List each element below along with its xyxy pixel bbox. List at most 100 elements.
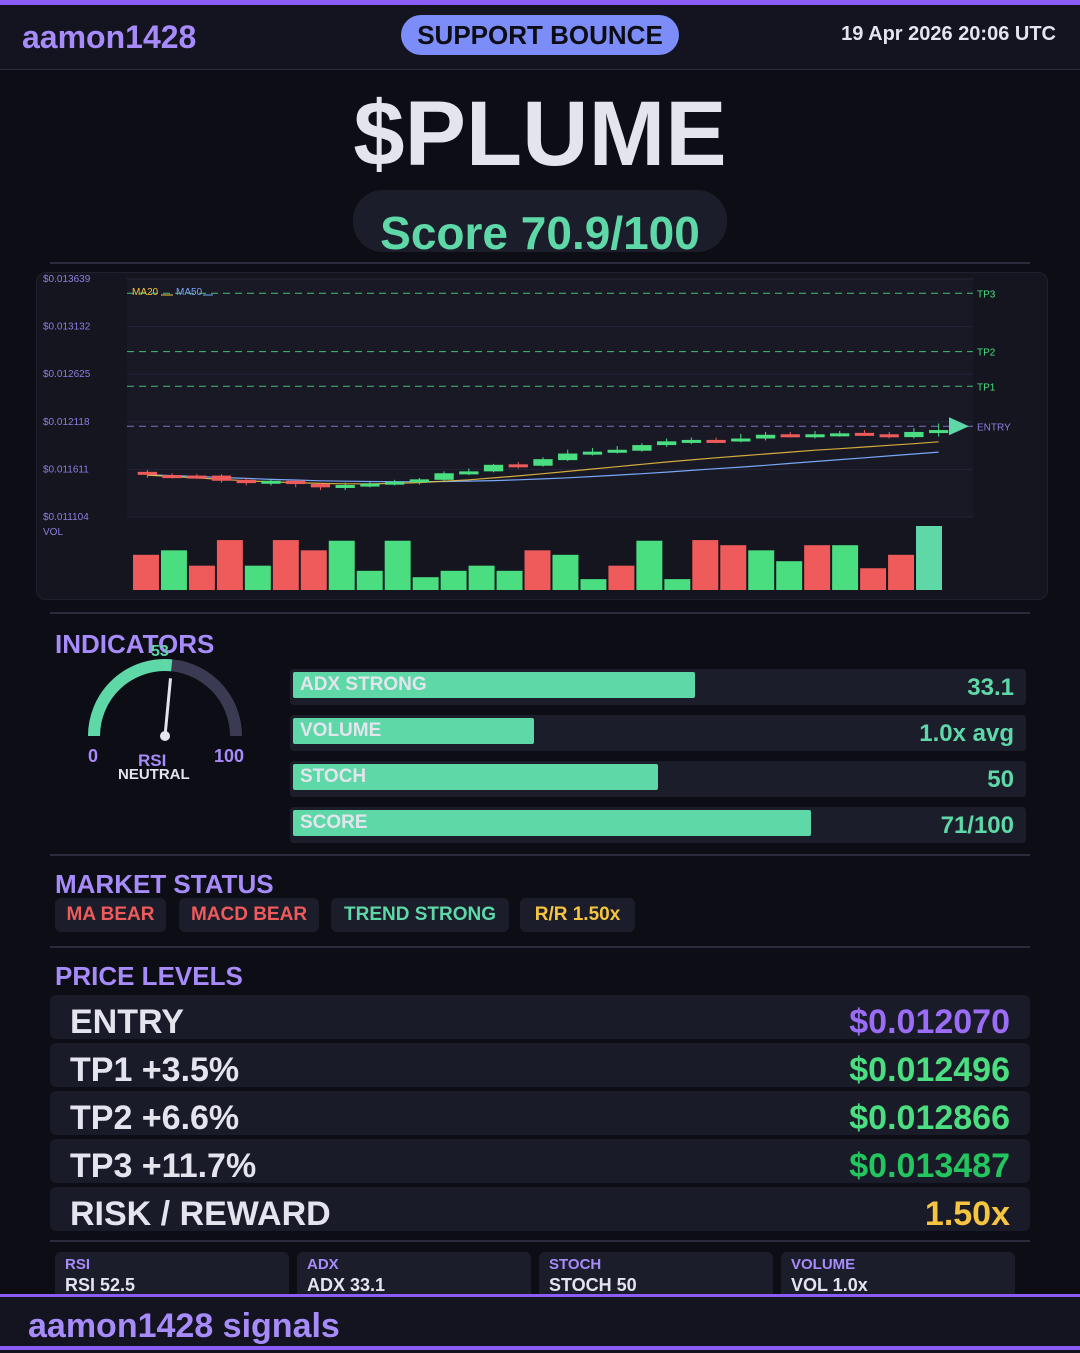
vol-label: VOL: [43, 527, 63, 538]
candle-body: [656, 441, 677, 446]
summary-key: STOCH: [549, 1256, 602, 1273]
volume-bar: [188, 565, 215, 590]
indicators-title: INDICATORS: [55, 629, 215, 659]
level-row-tp3: TP3 +11.7% $0.013487: [50, 1139, 1030, 1185]
volume-bar: [440, 570, 467, 590]
divider: [50, 612, 1030, 614]
top-accent-line: [0, 0, 1080, 5]
candle-body: [261, 480, 281, 484]
volume-bar: [384, 540, 411, 590]
footer-brand: aamon1428 signals: [28, 1307, 340, 1345]
volume-bar: [468, 565, 495, 590]
timestamp: 19 Apr 2026 20:06 UTC: [841, 23, 1056, 45]
candle-body: [805, 434, 825, 438]
adx-bar-label: ADX STRONG: [300, 674, 427, 695]
rsi-needle-hub: [160, 731, 170, 741]
price-chart: $0.013639 $0.013132 $0.012625 $0.012118 $0.0…: [36, 272, 1048, 600]
level-row-entry: ENTRY $0.012070: [50, 995, 1030, 1041]
stoch-bar-value: 50: [987, 766, 1014, 793]
candle-body: [830, 433, 850, 437]
y-tick-label: $0.011104: [43, 512, 89, 523]
rsi-min: 0: [88, 746, 98, 766]
rsi-value: 53: [151, 643, 169, 660]
candle-body: [162, 475, 182, 479]
level-line-label: TP3: [977, 289, 996, 300]
volume-bar: [552, 554, 579, 590]
volume-bar: [160, 550, 187, 590]
y-tick-label: $0.013132: [43, 322, 91, 333]
candle-body: [286, 480, 306, 485]
volume-bar: [412, 577, 439, 590]
rsi-max: 100: [214, 746, 244, 766]
level-row-tp1: TP1 +3.5% $0.012496: [50, 1043, 1030, 1089]
divider: [50, 854, 1030, 856]
volume-bar: [300, 550, 327, 590]
volume-bar: [328, 540, 355, 590]
candle-body: [632, 445, 652, 451]
signal-type-pill: SUPPORT BOUNCE: [401, 15, 679, 55]
summary-key: ADX: [307, 1256, 339, 1273]
candle-body: [904, 431, 924, 438]
summary-key: VOLUME: [791, 1256, 856, 1273]
candle-body: [483, 464, 504, 472]
score-bar-value: 71/100: [940, 812, 1014, 839]
candle-body: [533, 459, 553, 466]
divider: [50, 946, 1030, 948]
rsi-gauge: 53 0 100 RSI NEUTRAL: [80, 640, 250, 790]
volume-bar: [356, 570, 383, 590]
volume-bar: [580, 579, 607, 590]
candle-body: [310, 484, 331, 488]
level-row-risk-reward: RISK / REWARD 1.50x: [50, 1187, 1030, 1233]
summary-value: VOL 1.0x: [791, 1275, 868, 1295]
volume-bar: [916, 526, 942, 590]
summary-card-stoch: STOCH STOCH 50: [539, 1252, 773, 1302]
legend-ma50: MA50: [176, 287, 203, 298]
summary-value: ADX 33.1: [307, 1275, 386, 1295]
candle-body: [508, 464, 528, 468]
level-value: 1.50x: [924, 1195, 1010, 1233]
volume-bar: [608, 565, 635, 590]
adx-bar-value: 33.1: [967, 674, 1014, 701]
level-value: $0.012866: [849, 1099, 1010, 1137]
bottom-accent-line: [0, 1346, 1080, 1350]
candle-body: [706, 439, 726, 443]
stoch-bar: STOCH 50: [290, 761, 1026, 797]
volume-bar: [244, 565, 271, 590]
candle-body: [360, 483, 380, 487]
summary-card-volume: VOLUME VOL 1.0x: [781, 1252, 1015, 1302]
score-bar-fill: [293, 810, 811, 836]
level-value: $0.012070: [849, 1003, 1010, 1041]
volume-bar-label: VOLUME: [300, 720, 382, 741]
y-tick-label: $0.013639: [43, 274, 91, 285]
level-value: $0.012496: [849, 1051, 1010, 1089]
rsi-needle: [163, 678, 172, 737]
volume-bar: [860, 568, 887, 590]
volume-bar: [888, 554, 915, 590]
volume-bar: [636, 540, 663, 590]
volume-bar: [692, 540, 719, 590]
rsi-status: NEUTRAL: [118, 766, 190, 783]
score-badge: Score 70.9/100: [353, 190, 727, 252]
candle-body: [558, 453, 578, 461]
candle-body: [582, 451, 603, 455]
volume-bar: [272, 540, 299, 590]
candle-body: [780, 434, 800, 438]
candle-body: [409, 479, 430, 483]
candle-body: [854, 432, 875, 436]
candle-body: [137, 471, 158, 475]
summary-value: STOCH 50: [549, 1275, 637, 1295]
rsi-gauge-fill: [88, 658, 173, 737]
candle-body: [187, 475, 207, 479]
footer-bar: aamon1428 signals: [0, 1294, 1080, 1353]
score-bar: SCORE 71/100: [290, 807, 1026, 843]
candle-body: [335, 484, 355, 488]
volume-bar: [776, 561, 803, 590]
candle-body: [434, 473, 454, 480]
rsi-label: RSI: [138, 751, 166, 770]
ticker-symbol: $PLUME: [353, 83, 727, 185]
level-label: RISK / REWARD: [70, 1195, 331, 1233]
volume-bar: [720, 545, 747, 590]
candle-body: [755, 434, 776, 439]
volume-bar: [748, 550, 775, 590]
summary-card-rsi: RSI RSI 52.5: [55, 1252, 289, 1302]
